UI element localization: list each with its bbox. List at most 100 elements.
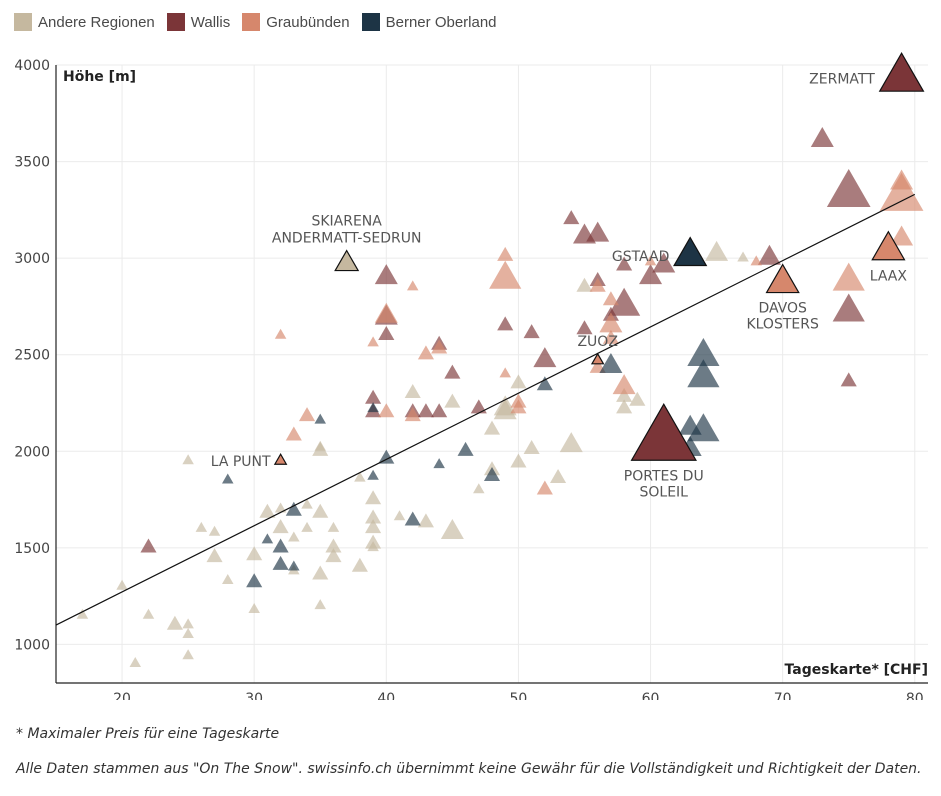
highlight-triangle bbox=[871, 230, 906, 261]
point-label: SOLEIL bbox=[640, 484, 689, 500]
data-point-triangle bbox=[483, 420, 501, 435]
data-point-triangle bbox=[444, 393, 461, 408]
data-point-triangle bbox=[832, 293, 865, 322]
data-point-triangle bbox=[536, 376, 553, 391]
data-point-triangle bbox=[826, 169, 871, 208]
y-tick-label: 1000 bbox=[14, 637, 50, 653]
x-tick-label: 60 bbox=[642, 691, 660, 700]
data-point-triangle bbox=[325, 538, 342, 553]
data-point-triangle bbox=[208, 525, 221, 536]
data-point-triangle bbox=[288, 560, 300, 571]
data-point-triangle bbox=[76, 608, 89, 619]
highlight-triangle bbox=[765, 263, 800, 294]
point-label: LAAX bbox=[870, 269, 908, 285]
data-point-triangle bbox=[497, 246, 514, 261]
data-point-triangle bbox=[890, 169, 914, 190]
data-point-triangle bbox=[737, 251, 749, 262]
data-point-triangle bbox=[705, 240, 729, 261]
data-point-triangle bbox=[644, 255, 657, 266]
data-point-triangle bbox=[222, 573, 234, 584]
data-point-triangle bbox=[510, 453, 527, 468]
data-point-triangle bbox=[470, 399, 487, 414]
point-label: KLOSTERS bbox=[746, 317, 819, 333]
data-point-triangle bbox=[116, 579, 128, 590]
data-point-triangle bbox=[576, 277, 593, 292]
data-point-triangle bbox=[182, 618, 194, 629]
data-point-triangle bbox=[523, 439, 540, 454]
highlight-triangle bbox=[334, 249, 360, 272]
data-point-triangle bbox=[325, 548, 342, 563]
y-tick-label: 4000 bbox=[14, 58, 50, 74]
x-tick-label: 50 bbox=[510, 691, 528, 700]
highlight-triangle bbox=[273, 453, 288, 465]
data-point-triangle bbox=[367, 469, 379, 480]
x-axis-title: Tageskarte* [CHF] bbox=[785, 662, 928, 678]
data-point-triangle bbox=[378, 449, 395, 464]
y-tick-label: 3000 bbox=[14, 251, 50, 267]
data-point-triangle bbox=[586, 221, 610, 242]
data-point-triangle bbox=[433, 458, 445, 469]
data-point-triangle bbox=[274, 502, 287, 513]
data-point-triangle bbox=[616, 256, 633, 271]
data-point-triangle bbox=[314, 440, 326, 451]
data-point-triangle bbox=[182, 628, 194, 639]
data-point-triangle bbox=[536, 480, 553, 495]
data-point-triangle bbox=[365, 509, 382, 524]
legend-item-andere[interactable]: Andere Regionen bbox=[14, 13, 155, 31]
data-point-triangle bbox=[374, 264, 398, 285]
data-point-triangle bbox=[378, 326, 395, 341]
data-point-triangle bbox=[757, 244, 781, 265]
data-point-triangle bbox=[272, 538, 289, 553]
point-label: SKIARENA bbox=[311, 214, 382, 230]
highlight-triangle bbox=[630, 403, 697, 461]
legend-item-graubuenden[interactable]: Graubünden bbox=[242, 13, 350, 31]
data-point-triangle bbox=[457, 441, 474, 456]
data-point-triangle bbox=[687, 413, 720, 442]
data-point-triangle bbox=[444, 364, 461, 379]
data-point-triangle bbox=[608, 287, 641, 316]
x-tick-label: 80 bbox=[906, 691, 924, 700]
data-point-triangle bbox=[301, 521, 313, 532]
data-point-triangle bbox=[404, 511, 421, 526]
highlight-triangle bbox=[590, 352, 605, 365]
data-point-triangle bbox=[393, 510, 406, 521]
legend-label: Andere Regionen bbox=[38, 13, 155, 31]
scatter-chart: 20 30 40 50 60 70 80 1000 1500 2000 2500 3000 3500 40… bbox=[14, 51, 928, 700]
data-point-triangle bbox=[510, 399, 527, 414]
data-point-triangle bbox=[274, 328, 287, 339]
data-point-triangle bbox=[272, 555, 289, 570]
point-label: LA PUNT bbox=[211, 454, 271, 470]
data-point-triangle bbox=[810, 126, 834, 147]
data-point-triangle bbox=[550, 468, 567, 483]
legend-item-berner-oberland[interactable]: Berner Oberland bbox=[361, 13, 497, 31]
data-point-triangle bbox=[365, 519, 382, 534]
data-point-triangle bbox=[431, 403, 448, 418]
data-point-triangle bbox=[440, 519, 464, 540]
data-point-triangle bbox=[404, 383, 421, 398]
data-point-triangle bbox=[312, 565, 329, 580]
data-point-triangle bbox=[378, 403, 395, 418]
data-point-triangle bbox=[431, 339, 448, 354]
data-point-triangle bbox=[195, 521, 208, 532]
data-point-triangle bbox=[510, 374, 527, 389]
data-point-triangle bbox=[599, 312, 623, 333]
data-point-triangle bbox=[272, 519, 289, 534]
footnote: * Maximaler Preis für eine Tageskarte bbox=[16, 726, 280, 742]
point-label: PORTES DU bbox=[624, 468, 704, 484]
point-label: ZERMATT bbox=[809, 72, 875, 88]
data-point-triangle bbox=[559, 432, 583, 453]
x-tick-label: 40 bbox=[377, 691, 395, 700]
legend-item-wallis[interactable]: Wallis bbox=[166, 13, 230, 31]
data-point-triangle bbox=[182, 454, 194, 465]
data-point-triangle bbox=[483, 467, 501, 482]
data-point-triangle bbox=[140, 538, 157, 553]
data-point-triangle bbox=[576, 320, 593, 335]
source-note: Alle Daten stammen aus "On The Snow". sw… bbox=[16, 761, 922, 777]
legend-swatch bbox=[361, 13, 380, 31]
data-point-triangle bbox=[489, 260, 522, 289]
notes: * Maximaler Preis für eine Tageskarte Al… bbox=[16, 726, 922, 796]
legend: Andere Regionen Wallis Graubünden Berner… bbox=[14, 13, 497, 31]
data-point-triangle bbox=[687, 337, 720, 366]
legend-label: Berner Oberland bbox=[385, 13, 497, 31]
data-point-triangle bbox=[246, 573, 263, 588]
